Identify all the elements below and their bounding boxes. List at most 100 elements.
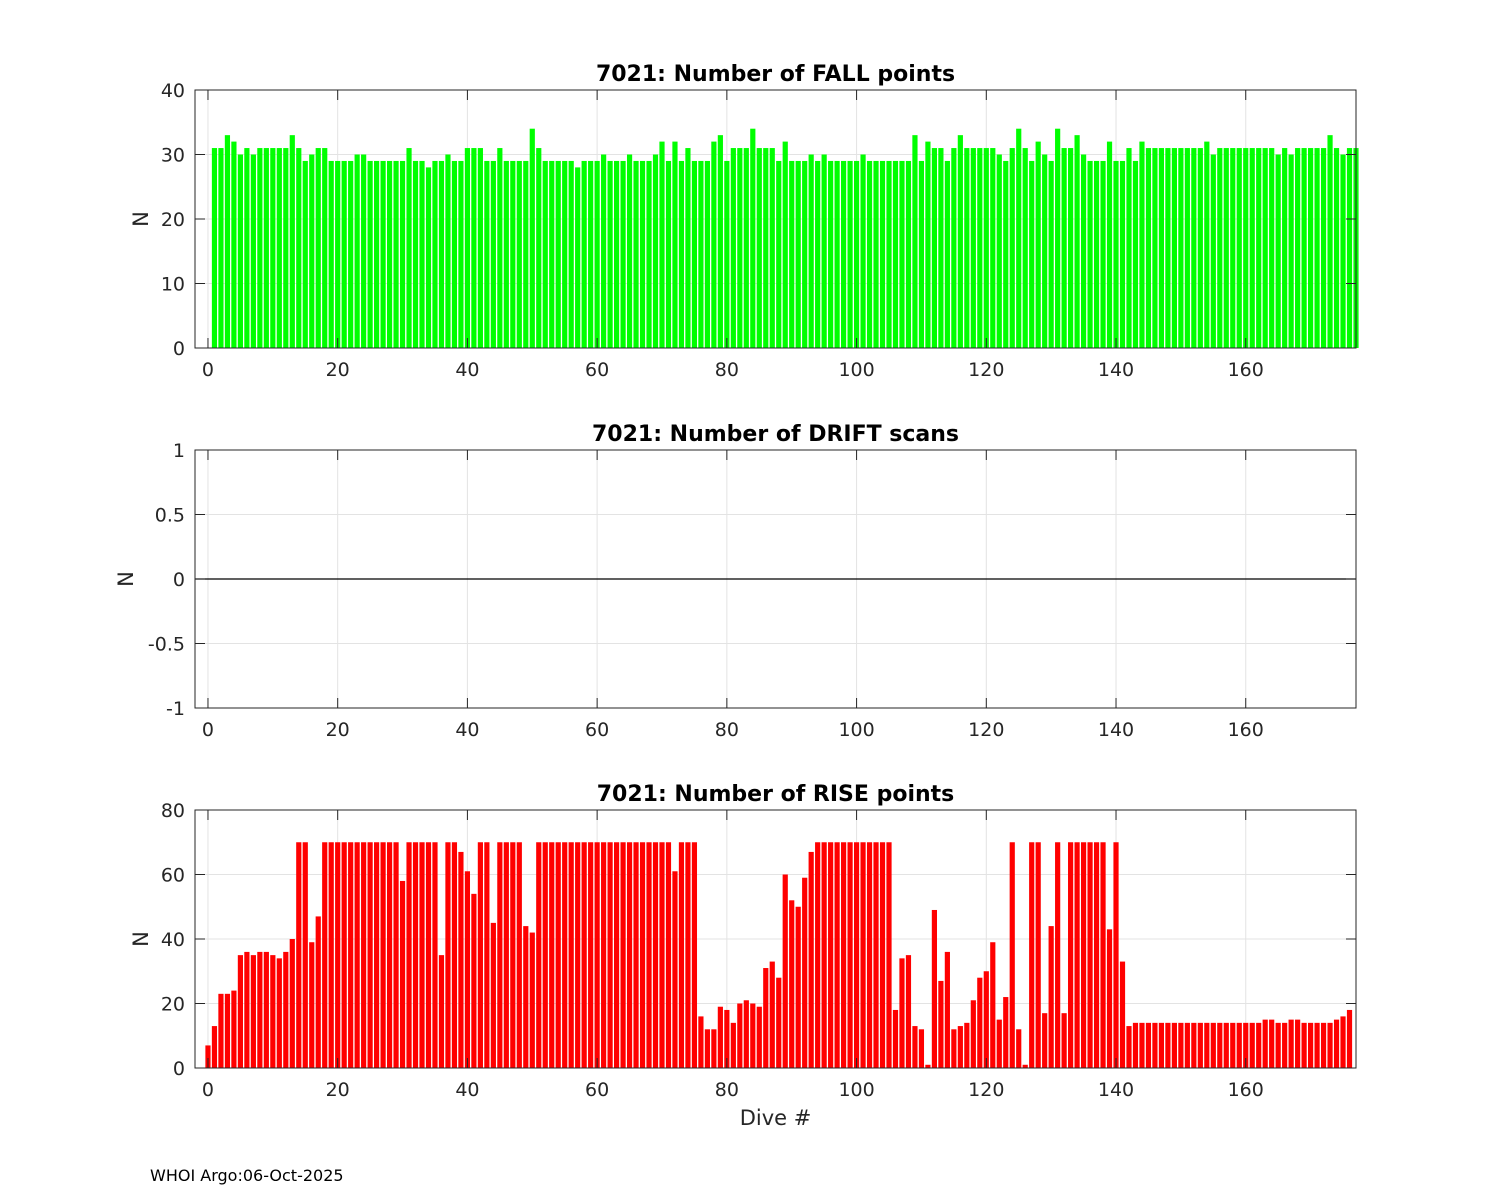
bar-dive-29 (393, 160, 399, 348)
bar-dive-8 (257, 951, 263, 1068)
bar-dive-33 (419, 160, 425, 348)
bar-dive-176 (1346, 1009, 1353, 1068)
y-axis-label: N (129, 211, 153, 227)
bar-dive-154 (1204, 141, 1210, 348)
bar-dive-167 (1288, 154, 1294, 348)
bar-dive-115 (951, 1029, 957, 1068)
bar-dive-122 (996, 1019, 1002, 1068)
bar-dive-44 (490, 922, 496, 1068)
bar-dive-127 (1029, 160, 1035, 348)
bar-dive-139 (1106, 141, 1113, 348)
bar-dive-62 (607, 842, 613, 1068)
bar-dive-127 (1029, 842, 1035, 1068)
bar-dive-147 (1158, 148, 1165, 348)
bar-dive-1 (211, 1026, 218, 1068)
bar-dive-48 (516, 842, 522, 1068)
bar-dive-113 (938, 980, 944, 1068)
x-tick-label: 20 (326, 1079, 350, 1101)
x-tick-label: 140 (1098, 719, 1134, 741)
bar-dive-168 (1295, 1019, 1301, 1068)
bar-dive-45 (497, 148, 503, 348)
bar-dive-64 (620, 160, 626, 348)
x-tick-label: 120 (968, 359, 1004, 381)
bar-dive-68 (646, 842, 652, 1068)
bar-dive-99 (847, 842, 853, 1068)
x-tick-label: 20 (326, 719, 350, 741)
bar-dive-22 (348, 842, 354, 1068)
bar-dive-13 (289, 939, 295, 1068)
bar-dive-37 (445, 154, 451, 348)
bar-dive-78 (711, 1029, 717, 1068)
bar-dive-34 (425, 842, 432, 1068)
bar-dive-123 (1003, 160, 1009, 348)
bar-dive-153 (1197, 1022, 1203, 1068)
bar-dive-146 (1152, 1022, 1158, 1068)
bar-dive-12 (283, 148, 289, 348)
bar-dive-95 (821, 842, 827, 1068)
bar-dive-33 (419, 842, 425, 1068)
bar-dive-48 (516, 160, 522, 348)
x-tick-label: 80 (715, 719, 739, 741)
bar-dive-55 (562, 842, 568, 1068)
bar-dive-16 (309, 942, 315, 1068)
bar-dive-46 (503, 842, 509, 1068)
bar-dive-87 (769, 148, 775, 348)
bar-dive-109 (912, 135, 918, 348)
bar-dive-152 (1191, 148, 1197, 348)
bar-dive-22 (348, 160, 354, 348)
bar-dive-88 (776, 160, 782, 348)
bar-dive-176 (1346, 148, 1353, 348)
bar-dive-99 (847, 160, 853, 348)
bar-dive-100 (853, 160, 860, 348)
bar-dive-32 (412, 842, 419, 1068)
y-tick-label: -1 (166, 698, 185, 720)
bar-dive-108 (905, 955, 912, 1068)
bar-dive-27 (380, 160, 386, 348)
bar-dive-79 (717, 1006, 723, 1068)
bar-dive-31 (406, 842, 412, 1068)
bar-dive-56 (568, 842, 574, 1068)
x-tick-label: 140 (1098, 1079, 1134, 1101)
bar-dive-136 (1087, 842, 1093, 1068)
bar-dive-96 (828, 842, 834, 1068)
bar-dive-96 (828, 160, 834, 348)
bar-dive-83 (743, 1000, 749, 1068)
bar-dive-173 (1327, 135, 1333, 348)
bar-dive-71 (665, 160, 672, 348)
bar-dive-86 (763, 968, 769, 1068)
bar-dive-3 (224, 135, 231, 348)
bar-dive-159 (1236, 1022, 1242, 1068)
bar-dive-138 (1100, 160, 1106, 348)
x-tick-label: 120 (968, 719, 1004, 741)
y-tick-label: 0 (173, 569, 185, 591)
bar-dive-123 (1003, 997, 1009, 1068)
bar-dive-146 (1152, 148, 1158, 348)
bar-dive-162 (1256, 148, 1262, 348)
bar-dive-38 (451, 842, 458, 1068)
bar-dive-19 (328, 842, 334, 1068)
y-axis-label: N (114, 571, 138, 587)
bar-dive-53 (549, 160, 555, 348)
bar-dive-28 (386, 160, 393, 348)
bar-dive-118 (970, 1000, 976, 1068)
bar-dive-80 (724, 1009, 730, 1068)
y-tick-label: 80 (161, 800, 185, 822)
bar-dive-13 (289, 135, 295, 348)
bar-dive-4 (231, 990, 237, 1068)
bar-dive-133 (1068, 148, 1074, 348)
bar-dive-74 (685, 148, 691, 348)
bar-dive-10 (270, 955, 276, 1068)
bar-dive-77 (704, 160, 710, 348)
bar-dive-144 (1139, 141, 1145, 348)
y-tick-label: 0 (173, 1058, 185, 1080)
bar-dive-113 (938, 148, 944, 348)
x-tick-label: 40 (455, 1079, 479, 1101)
bar-dive-85 (756, 1006, 762, 1068)
bar-dive-23 (354, 154, 360, 348)
bar-dive-14 (296, 842, 302, 1068)
bar-dive-52 (542, 160, 548, 348)
bar-dive-69 (652, 154, 659, 348)
bar-dive-137 (1093, 842, 1100, 1068)
x-tick-label: 40 (455, 359, 479, 381)
bar-dive-21 (341, 160, 347, 348)
